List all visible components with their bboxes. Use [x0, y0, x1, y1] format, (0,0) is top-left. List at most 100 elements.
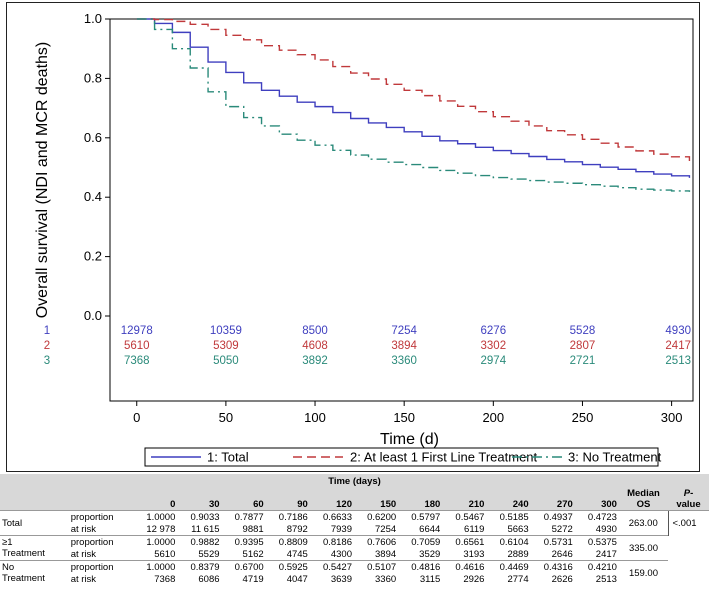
series-2-curve [136, 18, 691, 161]
at-risk-row-id: 3 [44, 355, 50, 367]
median-os-header-line2: OS [636, 499, 651, 510]
at-risk-count: 3892 [302, 355, 328, 367]
proportion-value: 0.7186 [265, 510, 310, 523]
at-risk-count: 5528 [570, 325, 596, 337]
at-risk-count: 2974 [481, 355, 507, 367]
at-risk-value: 2626 [551, 573, 573, 585]
median-os-value: 335.00 [618, 535, 668, 561]
series-1-curve [136, 18, 691, 178]
at-risk-value: 2417 [595, 548, 617, 560]
at-risk-count: 5050 [213, 355, 239, 367]
at-risk-value: 2926 [463, 573, 485, 585]
at-risk-count: 2513 [665, 355, 691, 367]
median-os-value: 263.00 [618, 510, 668, 536]
table-row: No Treatment proportion 1.0000 0.8379 0.6700 0… [0, 560, 709, 585]
at-risk-value: 4047 [286, 573, 308, 585]
legend-label: 3: No Treatment [568, 450, 662, 465]
survival-chart: 0.0 0.2 0.4 0.6 0.8 1.0 0 50 100 150 200 250 300 Time… [34, 11, 694, 467]
legend-box [144, 447, 659, 467]
at-risk-count: 4608 [302, 340, 328, 352]
at-risk-count: 3360 [391, 355, 417, 367]
group-label-line1: No [2, 562, 15, 573]
axis-frame [109, 18, 694, 402]
at-risk-count: 5309 [213, 340, 239, 352]
at-risk-value: 6644 [419, 523, 441, 535]
proportion-value: 0.4210 [574, 560, 619, 573]
at-risk-count: 5610 [124, 340, 150, 352]
at-risk-value: 4930 [595, 523, 617, 535]
proportion-value: 1.0000 [133, 560, 178, 573]
proportion-value: 0.6633 [309, 510, 354, 523]
at-risk-row-id: 1 [44, 325, 50, 337]
at-risk-value: 3115 [419, 573, 441, 585]
proportion-value: 0.4616 [442, 560, 487, 573]
time-column-header: 150 [354, 488, 399, 511]
at-risk-value: 2889 [507, 548, 529, 560]
at-risk-value: 8792 [286, 523, 308, 535]
table-row: at risk 5610 5529 5162 4745 4300 3894 3529 3193 2… [0, 548, 709, 561]
y-tick-label: 0.0 [84, 308, 102, 323]
proportion-value: 0.7059 [398, 535, 443, 548]
group-label: No Treatment [0, 560, 63, 585]
at-risk-value: 12 978 [146, 523, 176, 535]
at-risk-row-id: 2 [44, 340, 50, 352]
proportion-label: proportion [62, 560, 134, 573]
time-column-header: 270 [530, 488, 575, 511]
proportion-value: 0.9395 [221, 535, 266, 548]
table-group: Total proportion 1.0000 0.9033 0.7877 0.7186 0… [0, 510, 709, 536]
x-tick-label: 300 [661, 410, 683, 425]
at-risk-value: 5529 [198, 548, 220, 560]
table-row: Total proportion 1.0000 0.9033 0.7877 0.7186 0… [0, 510, 709, 536]
at-risk-value: 3193 [463, 548, 485, 560]
metric-header [62, 488, 134, 511]
x-tick-label: 0 [133, 410, 140, 425]
time-column-header: 60 [221, 488, 266, 511]
time-column-header: 30 [177, 488, 222, 511]
x-tick-label: 100 [304, 410, 326, 425]
proportion-value: 0.6561 [442, 535, 487, 548]
time-column-header: 0 [133, 488, 178, 511]
proportion-value: 0.5467 [442, 510, 487, 523]
at-risk-value: 5162 [242, 548, 264, 560]
proportion-value: 0.5107 [354, 560, 399, 573]
group-header [0, 488, 63, 511]
at-risk-value: 11 615 [191, 523, 220, 535]
survival-table: Time (days) 0 30 60 90 120 150 180 210 240 270 300… [0, 474, 709, 585]
chart-frame: 0.0 0.2 0.4 0.6 0.8 1.0 0 50 100 150 200 250 300 Time… [6, 2, 700, 472]
proportion-value: 0.4816 [398, 560, 443, 573]
at-risk-value: 4745 [286, 548, 308, 560]
proportion-label: proportion [62, 510, 134, 523]
at-risk-label: at risk [70, 548, 97, 560]
proportion-label: proportion [62, 535, 134, 548]
at-risk-value: 9881 [242, 523, 264, 535]
at-risk-count: 2721 [570, 355, 596, 367]
median-os-header: Median OS [618, 488, 668, 511]
pvalue-header-line1: P- [683, 488, 694, 499]
at-risk-value: 5610 [154, 548, 176, 560]
pvalue-header-line2: value [676, 499, 701, 510]
proportion-value: 0.9882 [177, 535, 222, 548]
legend-label: 2: At least 1 First Line Treatment [350, 450, 538, 465]
proportion-value: 0.6200 [354, 510, 399, 523]
x-tick-label: 50 [219, 410, 233, 425]
pvalue: <.001 [667, 510, 709, 536]
at-risk-count: 2807 [570, 340, 596, 352]
table-group: ≥1 Treatment proportion 1.0000 0.9882 0.9395 0… [0, 535, 709, 561]
at-risk-value: 6086 [198, 573, 220, 585]
proportion-value: 0.4723 [574, 510, 619, 523]
median-os-header-line1: Median [627, 488, 660, 499]
at-risk-count: 8500 [302, 325, 328, 337]
table-header-columns: 0 30 60 90 120 150 180 210 240 270 300 Median OS P… [0, 488, 709, 511]
time-column-header: 240 [486, 488, 531, 511]
proportion-value: 0.4469 [486, 560, 531, 573]
x-tick-label: 150 [393, 410, 415, 425]
proportion-value: 0.5375 [574, 535, 619, 548]
at-risk-count: 10359 [210, 325, 242, 337]
at-risk-count: 2417 [665, 340, 691, 352]
at-risk-count: 7254 [391, 325, 417, 337]
at-risk-count: 6276 [481, 325, 507, 337]
at-risk-value: 3529 [419, 548, 441, 560]
proportion-value: 0.5185 [486, 510, 531, 523]
time-column-header: 210 [442, 488, 487, 511]
at-risk-value: 5272 [551, 523, 573, 535]
